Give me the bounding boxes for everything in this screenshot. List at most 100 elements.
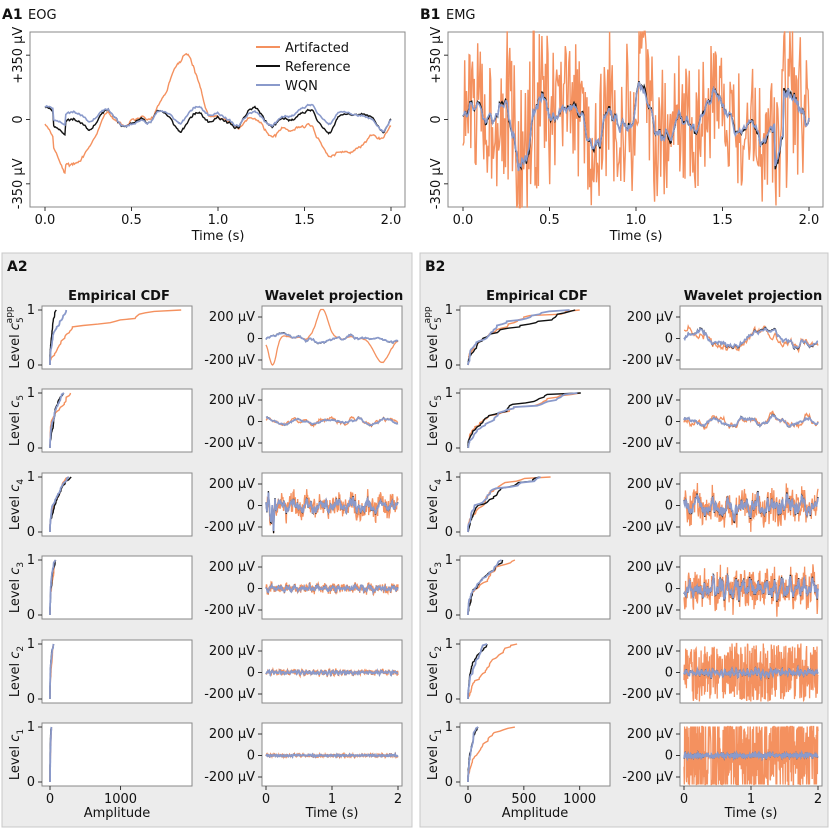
level-label-a2-level-1: Level c5 [8, 395, 26, 446]
cdf-frame-b2-level-2 [459, 472, 611, 537]
cdf-y-tick-label-a2-level-0-1: 0 [27, 358, 35, 373]
wav-y-tick-label-a2-level-1-0: 200 μV [209, 393, 255, 408]
level-subscript: 1 [16, 729, 26, 735]
x-axis-label-a1: Time (s) [191, 229, 245, 244]
wav-wqn-b2-level-0 [683, 327, 819, 350]
wavelet-title-b2: Wavelet projection [684, 289, 822, 304]
wav-y-tick-label-b2-level-1-2: -200 μV [622, 436, 673, 451]
cdf-wqn-b2-level-5 [467, 726, 479, 782]
wav-artifacted-b2-level-5 [683, 725, 819, 786]
level-label-a2-level-2: Level c4 [8, 479, 26, 531]
level-word: Level [426, 408, 441, 446]
level-superscript: app [5, 306, 15, 323]
x-tick-label-a1-4: 2.0 [381, 213, 402, 228]
wav-wqn-a2-level-4 [265, 668, 399, 678]
series-artifacted-b1 [462, 30, 810, 209]
cdf-y-tick-label-b2-level-0-1: 0 [445, 358, 453, 373]
cdf-wqn-b2-level-1 [467, 392, 578, 449]
y-tick-label-a1-2: +350 μV [11, 27, 26, 84]
level-label-a2-level-0: Level c5app [5, 306, 26, 369]
cdf-x-label-b2: Amplitude [502, 806, 569, 821]
wav-y-tick-label-b2-level-5-0: 200 μV [627, 727, 673, 742]
cdf-artifacted-b2-level-4 [467, 643, 518, 700]
wav-wqn-a2-level-1 [265, 416, 399, 427]
level-symbol: c [426, 401, 441, 408]
legend-label-1: Reference [285, 60, 350, 75]
level-word: Level [8, 659, 23, 697]
cdf-wqn-b2-level-2 [467, 476, 541, 532]
y-tick-label-b1-1: 0 [429, 115, 444, 123]
cdf-y-tick-label-b2-level-3-0: 1 [445, 553, 453, 568]
cdf-y-tick-label-a2-level-5-1: 0 [27, 775, 35, 790]
wav-y-tick-label-b2-level-4-1: 0 [665, 666, 673, 681]
level-word: Level [8, 742, 23, 780]
wav-y-tick-label-a2-level-5-2: -200 μV [204, 770, 255, 785]
level-label-b2-level-5: Level c1 [426, 729, 444, 780]
cdf-reference-b2-level-1 [467, 392, 581, 448]
level-word: Level [8, 492, 23, 530]
wav-x-tick-label-a2-0: 0 [262, 792, 270, 807]
cdf-wqn-a2-level-0 [49, 309, 68, 365]
wav-y-tick-label-b2-level-3-0: 200 μV [627, 560, 673, 575]
wav-y-tick-label-a2-level-2-0: 200 μV [209, 477, 255, 492]
wav-y-tick-label-b2-level-4-0: 200 μV [627, 644, 673, 659]
cdf-frame-b2-level-1 [459, 388, 611, 453]
wav-wqn-b2-level-2 [683, 491, 819, 522]
wav-y-tick-label-a2-level-2-1: 0 [247, 499, 255, 514]
wav-wqn-b2-level-3 [683, 573, 819, 601]
wav-y-tick-label-a2-level-3-0: 200 μV [209, 560, 255, 575]
cdf-y-tick-label-a2-level-4-0: 1 [27, 637, 35, 652]
wav-y-tick-label-b2-level-2-2: -200 μV [622, 520, 673, 535]
wavelet-frame-a2-level-0 [261, 305, 403, 370]
cdf-frame-b2-level-3 [459, 555, 611, 620]
cdf-artifacted-a2-level-0 [49, 309, 182, 365]
x-tick-label-b1-0: 0.0 [453, 213, 474, 228]
level-symbol: c [426, 485, 441, 492]
cdf-y-tick-label-b2-level-3-1: 0 [445, 608, 453, 623]
wav-y-tick-label-a2-level-4-1: 0 [247, 666, 255, 681]
cdf-frame-a2-level-0 [41, 305, 193, 370]
level-subscript: 4 [16, 479, 26, 485]
wav-wqn-a2-level-0 [265, 332, 399, 345]
level-subscript: 4 [434, 479, 444, 485]
y-tick-label-b1-0: -350 μV [429, 158, 444, 209]
level-label-b2-level-0: Level c5app [423, 306, 444, 369]
series-reference-a1 [44, 105, 392, 137]
cdf-y-tick-label-b2-level-2-0: 1 [445, 470, 453, 485]
panel-label-b2: B2 [425, 259, 445, 275]
level-subscript: 3 [16, 562, 26, 568]
y-tick-label-a1-0: -350 μV [11, 158, 26, 209]
wav-x-tick-label-a2-1: 1 [328, 792, 336, 807]
panel-label-b1: B1 [420, 7, 440, 23]
cdf-wqn-b2-level-0 [467, 309, 570, 366]
wav-x-tick-label-b2-1: 1 [747, 792, 755, 807]
x-tick-label-b1-3: 1.5 [712, 213, 733, 228]
wav-y-tick-label-b2-level-0-2: -200 μV [622, 353, 673, 368]
wav-x-tick-label-b2-2: 2 [814, 792, 822, 807]
level-symbol: c [8, 401, 23, 408]
level-subscript: 5 [16, 317, 26, 323]
cdf-y-tick-label-a2-level-2-0: 1 [27, 470, 35, 485]
level-subscript: 2 [434, 646, 444, 652]
panel-title-a1: EOG [28, 8, 57, 23]
legend-label-0: Artifacted [285, 41, 349, 56]
x-axis-label-b1: Time (s) [609, 229, 663, 244]
cdf-y-tick-label-a2-level-3-0: 1 [27, 553, 35, 568]
cdf-y-tick-label-b2-level-1-1: 0 [445, 441, 453, 456]
level-label-a2-level-3: Level c3 [8, 562, 26, 613]
level-word: Level [8, 408, 23, 446]
cdf-y-tick-label-b2-level-4-1: 0 [445, 692, 453, 707]
cdf-y-tick-label-b2-level-4-0: 1 [445, 637, 453, 652]
level-label-b2-level-4: Level c2 [426, 646, 444, 697]
y-tick-label-a1-1: 0 [11, 115, 26, 123]
level-label-b2-level-3: Level c3 [426, 562, 444, 613]
level-symbol: c [8, 323, 23, 330]
cdf-wqn-a2-level-1 [49, 392, 65, 448]
level-word: Level [8, 575, 23, 613]
level-subscript: 5 [16, 395, 26, 401]
level-label-b2-level-1: Level c5 [426, 395, 444, 446]
wav-artifacted-a2-level-0 [265, 308, 399, 366]
wav-y-tick-label-a2-level-0-0: 200 μV [209, 310, 255, 325]
wav-y-tick-label-a2-level-5-0: 200 μV [209, 727, 255, 742]
